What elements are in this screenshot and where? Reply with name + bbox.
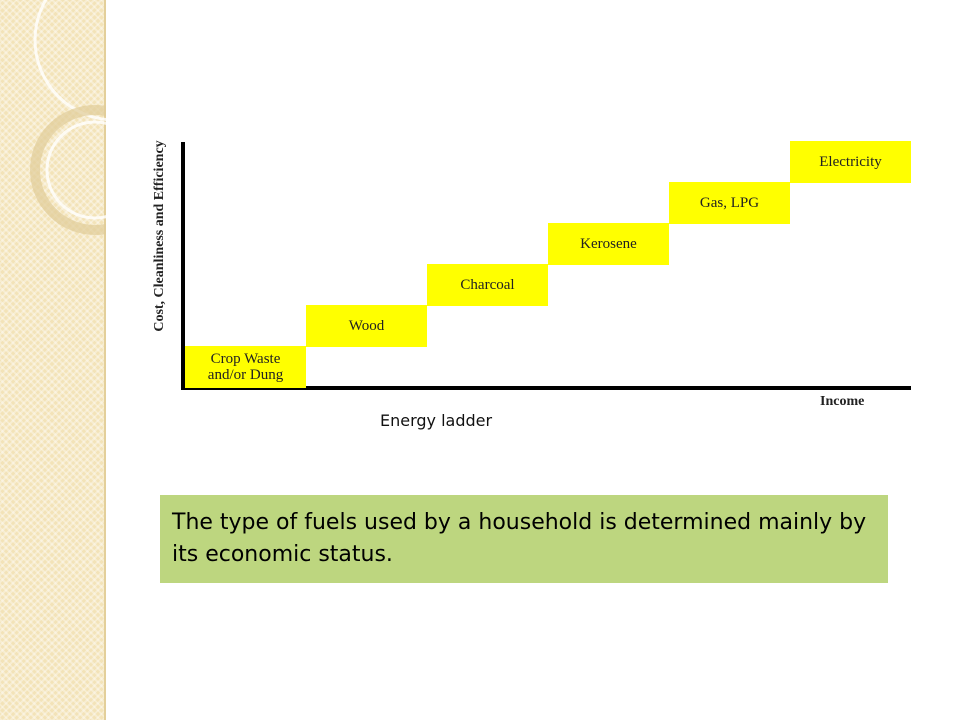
ladder-step: Charcoal	[427, 264, 548, 306]
x-axis	[181, 386, 911, 390]
decor-line	[104, 0, 106, 720]
caption: Energy ladder	[380, 411, 493, 430]
decor-strip	[0, 0, 104, 720]
x-axis-label: Income	[820, 394, 865, 409]
ladder-step: Wood	[306, 305, 427, 347]
ladder-step: Crop Waste and/or Dung	[185, 346, 306, 388]
y-axis	[181, 142, 185, 390]
ladder-step: Gas, LPG	[669, 182, 790, 224]
y-axis-label: Cost, Cleanliness and Efficiency	[152, 140, 167, 332]
callout: The type of fuels used by a household is…	[160, 495, 888, 583]
decor-circles	[30, 0, 106, 235]
ladder-step: Electricity	[790, 141, 911, 183]
ladder-step: Kerosene	[548, 223, 669, 265]
